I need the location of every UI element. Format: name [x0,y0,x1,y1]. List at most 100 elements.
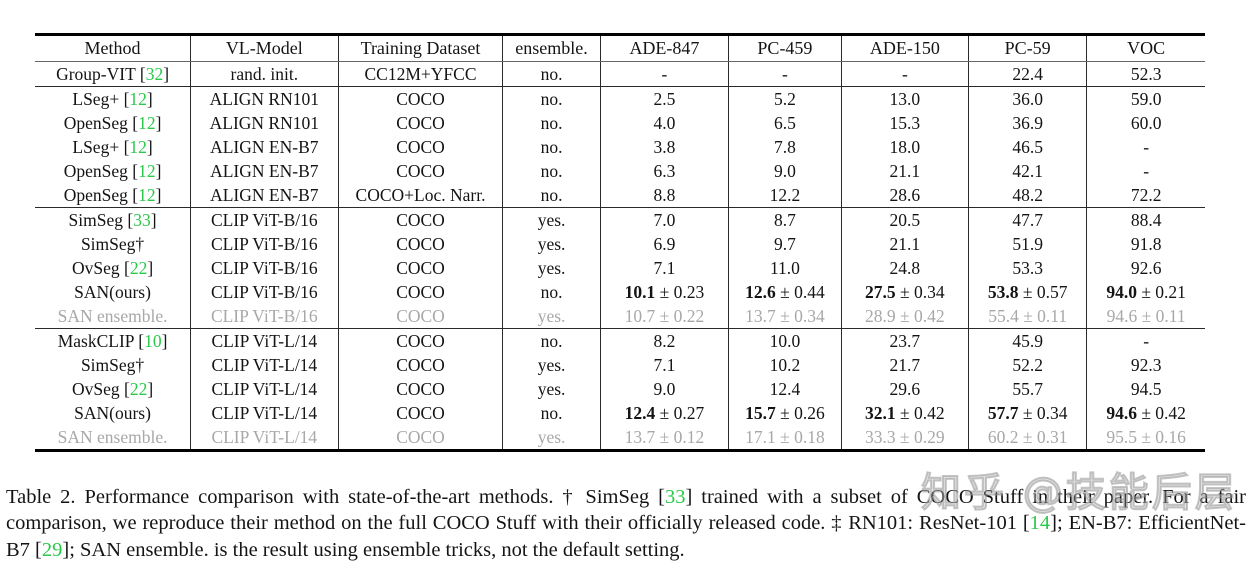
table-row: MaskCLIP [10] CLIP ViT-L/14 COCO no. 8.2 10.0… [35,328,1205,353]
column-header-pc-459: PC-459 [728,33,842,62]
result-cell: - [1086,159,1205,183]
result-cell: - [1086,328,1205,353]
result-cell: 9.0 [728,159,842,183]
result-cell: 9.7 [728,232,842,256]
result-cell: 6.5 [728,111,842,135]
result-cell: 55.7 [968,377,1087,401]
result-cell: 21.1 [840,232,969,256]
method-cell: OpenSeg [12] [63,185,162,205]
citation-number: 12 [129,89,147,109]
training-dataset-cell: COCO [337,86,503,111]
caption-citation-number: 29 [41,539,63,562]
ensemble-cell: yes. [502,232,601,256]
ensemble-cell: yes. [502,377,601,401]
result-cell: 10.7 ± 0.22 [599,304,729,329]
caption-text: Table 2. Performance comparison with sta… [6,485,665,508]
method-cell: OpenSeg [12] [63,113,162,133]
result-cell: - [599,61,729,87]
result-cell: 42.1 [968,159,1087,183]
table-row: SAN ensemble. CLIP ViT-B/16 COCO yes. 10.7 ±… [35,304,1205,329]
result-cell: 32.1 ± 0.42 [840,401,969,425]
table-row: SAN(ours) CLIP ViT-L/14 COCO no. 12.4 ± 0.27… [35,401,1205,425]
vl-model-cell: CLIP ViT-L/14 [190,425,339,452]
result-cell: 24.8 [840,256,969,280]
result-cell: 94.6 ± 0.42 [1086,401,1205,425]
result-cell: 11.0 [728,256,842,280]
result-cell: 53.8 ± 0.57 [968,280,1087,304]
result-cell: 60.2 ± 0.31 [968,425,1087,452]
result-cell: 21.7 [840,353,969,377]
result-cell: 20.5 [840,207,969,232]
result-cell: 18.0 [840,135,969,159]
citation-number: 12 [129,137,147,157]
ensemble-cell: no. [502,183,601,208]
vl-model-cell: ALIGN EN-B7 [190,135,339,159]
ensemble-cell: no. [502,328,601,353]
ensemble-cell: no. [502,61,601,87]
ensemble-cell: no. [502,111,601,135]
result-cell: - [1086,135,1205,159]
result-cell: 13.0 [840,86,969,111]
result-cell: 6.9 [599,232,729,256]
result-cell: 27.5 ± 0.34 [840,280,969,304]
ensemble-cell: no. [502,159,601,183]
vl-model-cell: CLIP ViT-L/14 [190,353,339,377]
result-cell: 9.0 [599,377,729,401]
training-dataset-cell: COCO [337,232,503,256]
citation-number: 33 [133,210,151,230]
column-header-ade-150: ADE-150 [840,33,969,62]
result-cell: 47.7 [968,207,1087,232]
citation-number: 22 [129,379,148,399]
citation-number: 12 [138,113,156,133]
result-cell: 23.7 [840,328,969,353]
training-dataset-cell: COCO [337,328,503,353]
training-dataset-cell: COCO [337,159,503,183]
result-cell: 8.8 [599,183,729,208]
result-cell: 91.8 [1086,232,1205,256]
training-dataset-cell: COCO [337,280,503,304]
training-dataset-cell: CC12M+YFCC [337,61,503,87]
method-cell: MaskCLIP [10] [35,328,191,353]
table-header-row: Method VL-Model Training Dataset ensemble. A… [35,33,1205,62]
citation-number: 12 [138,161,156,181]
table-row: OpenSeg [12] ALIGN EN-B7 COCO no. 6.3 9.0 21.1… [35,159,1205,183]
vl-model-cell: CLIP ViT-B/16 [190,304,339,329]
result-cell: 12.6 ± 0.44 [728,280,842,304]
result-cell: 4.0 [599,111,729,135]
result-cell: 17.1 ± 0.18 [728,425,842,452]
result-cell: 48.2 [968,183,1087,208]
citation-number: 10 [144,331,162,351]
result-cell: 55.4 ± 0.11 [968,304,1087,329]
result-cell: 8.2 [599,328,729,353]
result-cell: 33.3 ± 0.29 [840,425,969,452]
result-cell: 7.1 [599,256,729,280]
result-cell: 12.2 [728,183,842,208]
result-cell: 95.5 ± 0.16 [1086,425,1205,452]
column-header-ade-847: ADE-847 [599,33,729,62]
method-cell: LSeg+ [12] [72,137,153,157]
vl-model-cell: ALIGN RN101 [190,111,339,135]
table-row: SimSeg [33] CLIP ViT-B/16 COCO yes. 7.0 8.7 20… [35,207,1205,232]
vl-model-cell: CLIP ViT-B/16 [190,256,339,280]
citation-number: 32 [145,64,164,84]
vl-model-cell: CLIP ViT-L/14 [190,401,339,425]
result-cell: 36.0 [968,86,1087,111]
vl-model-cell: ALIGN EN-B7 [190,183,339,208]
training-dataset-cell: COCO [337,401,503,425]
caption-text: ] trained with a subset of COCO Stuff in… [6,485,1246,535]
column-header-pc-59: PC-59 [968,33,1087,62]
caption-citation-number: 14 [1029,512,1051,535]
method-cell: SimSeg† [80,234,145,254]
result-cell: 8.7 [728,207,842,232]
result-cell: 15.7 ± 0.26 [728,401,842,425]
ensemble-cell: yes. [502,425,601,452]
result-cell: 22.4 [968,61,1087,87]
result-cell: 12.4 ± 0.27 [599,401,729,425]
table-row: SimSeg† CLIP ViT-L/14 COCO yes. 7.1 10.2 21.7 5… [35,353,1205,377]
result-cell: 57.7 ± 0.34 [968,401,1087,425]
result-cell: 10.1 ± 0.23 [599,280,729,304]
vl-model-cell: ALIGN RN101 [190,86,339,111]
training-dataset-cell: COCO [337,207,503,232]
method-cell: SimSeg† [80,355,145,375]
table-row: Group-VIT [32] rand. init. CC12M+YFCC no. - -… [35,61,1205,87]
